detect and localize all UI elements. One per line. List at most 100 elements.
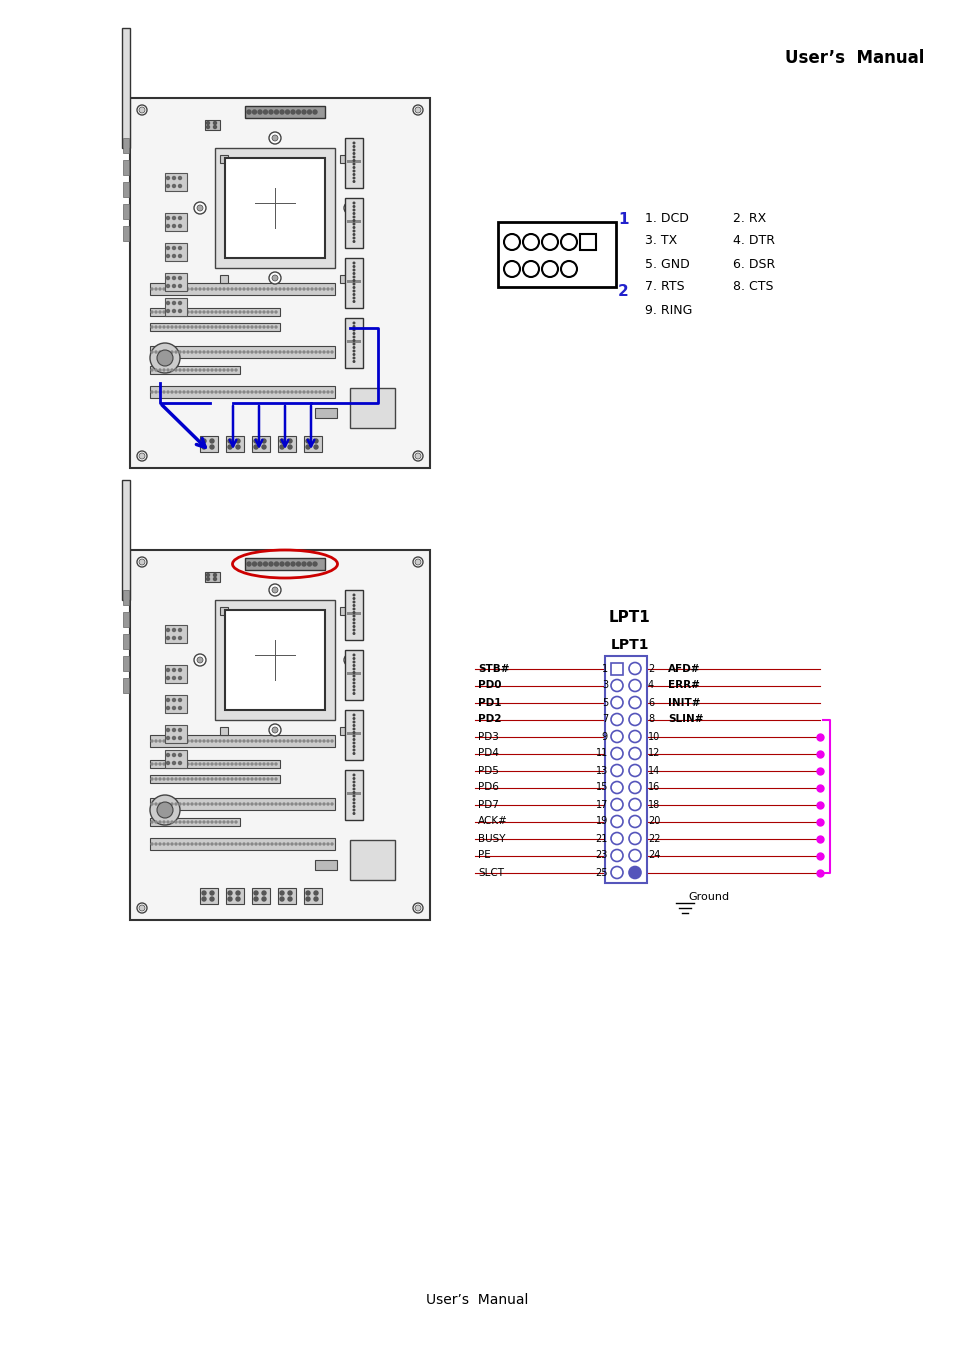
Circle shape: [353, 181, 355, 182]
Circle shape: [193, 202, 206, 215]
Circle shape: [223, 369, 225, 371]
Circle shape: [415, 559, 420, 566]
Circle shape: [214, 310, 216, 313]
Circle shape: [172, 668, 175, 671]
Circle shape: [291, 351, 293, 352]
Circle shape: [194, 763, 196, 765]
Circle shape: [318, 288, 320, 290]
Circle shape: [628, 833, 640, 845]
Circle shape: [207, 803, 209, 805]
Circle shape: [191, 842, 193, 845]
Circle shape: [287, 392, 289, 393]
Circle shape: [174, 369, 177, 371]
Circle shape: [206, 126, 210, 128]
Circle shape: [503, 261, 519, 277]
Circle shape: [353, 657, 355, 659]
Circle shape: [199, 763, 201, 765]
Circle shape: [199, 803, 201, 805]
Circle shape: [303, 288, 305, 290]
Circle shape: [154, 740, 157, 743]
Text: PD0: PD0: [477, 680, 501, 690]
Bar: [345, 138, 363, 188]
Circle shape: [247, 109, 251, 113]
Circle shape: [151, 351, 152, 352]
Circle shape: [163, 803, 165, 805]
Circle shape: [203, 763, 205, 765]
Circle shape: [243, 740, 245, 743]
Circle shape: [291, 392, 293, 393]
Circle shape: [331, 392, 333, 393]
Circle shape: [307, 562, 312, 566]
Circle shape: [247, 288, 249, 290]
Circle shape: [167, 740, 169, 743]
Circle shape: [231, 325, 233, 328]
Circle shape: [353, 240, 355, 242]
Circle shape: [163, 763, 165, 765]
Bar: [123, 656, 129, 671]
Circle shape: [353, 297, 355, 298]
Bar: [220, 728, 228, 734]
Bar: [123, 590, 129, 605]
Circle shape: [199, 821, 201, 824]
Circle shape: [303, 351, 305, 352]
Circle shape: [353, 157, 355, 158]
Bar: [345, 258, 363, 308]
Bar: [165, 695, 187, 713]
Bar: [277, 436, 295, 452]
Text: Ground: Ground: [687, 892, 728, 902]
Text: 7. RTS: 7. RTS: [644, 281, 684, 293]
Circle shape: [353, 782, 355, 783]
Circle shape: [269, 132, 281, 144]
Circle shape: [288, 439, 292, 443]
Circle shape: [353, 774, 355, 776]
Circle shape: [194, 392, 196, 393]
Circle shape: [178, 277, 181, 279]
Circle shape: [353, 231, 355, 232]
Text: SLCT: SLCT: [477, 868, 503, 878]
Circle shape: [254, 325, 256, 328]
Bar: [345, 649, 363, 701]
Circle shape: [203, 821, 205, 824]
Bar: [205, 120, 220, 130]
Text: 2: 2: [618, 285, 628, 300]
Circle shape: [353, 664, 355, 667]
Circle shape: [628, 697, 640, 709]
Circle shape: [263, 740, 265, 743]
Circle shape: [267, 842, 269, 845]
Circle shape: [314, 392, 316, 393]
Circle shape: [278, 351, 281, 352]
Circle shape: [191, 325, 193, 328]
Circle shape: [283, 288, 285, 290]
Circle shape: [239, 310, 241, 313]
Circle shape: [207, 763, 209, 765]
Circle shape: [243, 325, 245, 328]
Circle shape: [167, 706, 170, 710]
Circle shape: [210, 439, 213, 443]
Circle shape: [174, 763, 177, 765]
Text: PD6: PD6: [477, 783, 498, 792]
Circle shape: [353, 343, 355, 344]
Text: LPT1: LPT1: [608, 610, 650, 625]
Circle shape: [302, 109, 306, 113]
Circle shape: [178, 676, 181, 679]
Circle shape: [323, 351, 325, 352]
Circle shape: [174, 778, 177, 780]
Text: 5: 5: [601, 698, 607, 707]
Circle shape: [291, 803, 293, 805]
Circle shape: [347, 205, 353, 211]
Circle shape: [272, 275, 277, 281]
Circle shape: [283, 351, 285, 352]
Circle shape: [228, 896, 232, 900]
Circle shape: [258, 778, 261, 780]
Circle shape: [167, 216, 170, 220]
Circle shape: [159, 778, 161, 780]
Circle shape: [311, 351, 313, 352]
Circle shape: [207, 310, 209, 313]
Bar: [345, 710, 363, 760]
Circle shape: [167, 668, 170, 671]
Circle shape: [154, 821, 157, 824]
Circle shape: [331, 842, 333, 845]
Circle shape: [211, 288, 213, 290]
Circle shape: [323, 392, 325, 393]
Bar: [200, 436, 218, 452]
